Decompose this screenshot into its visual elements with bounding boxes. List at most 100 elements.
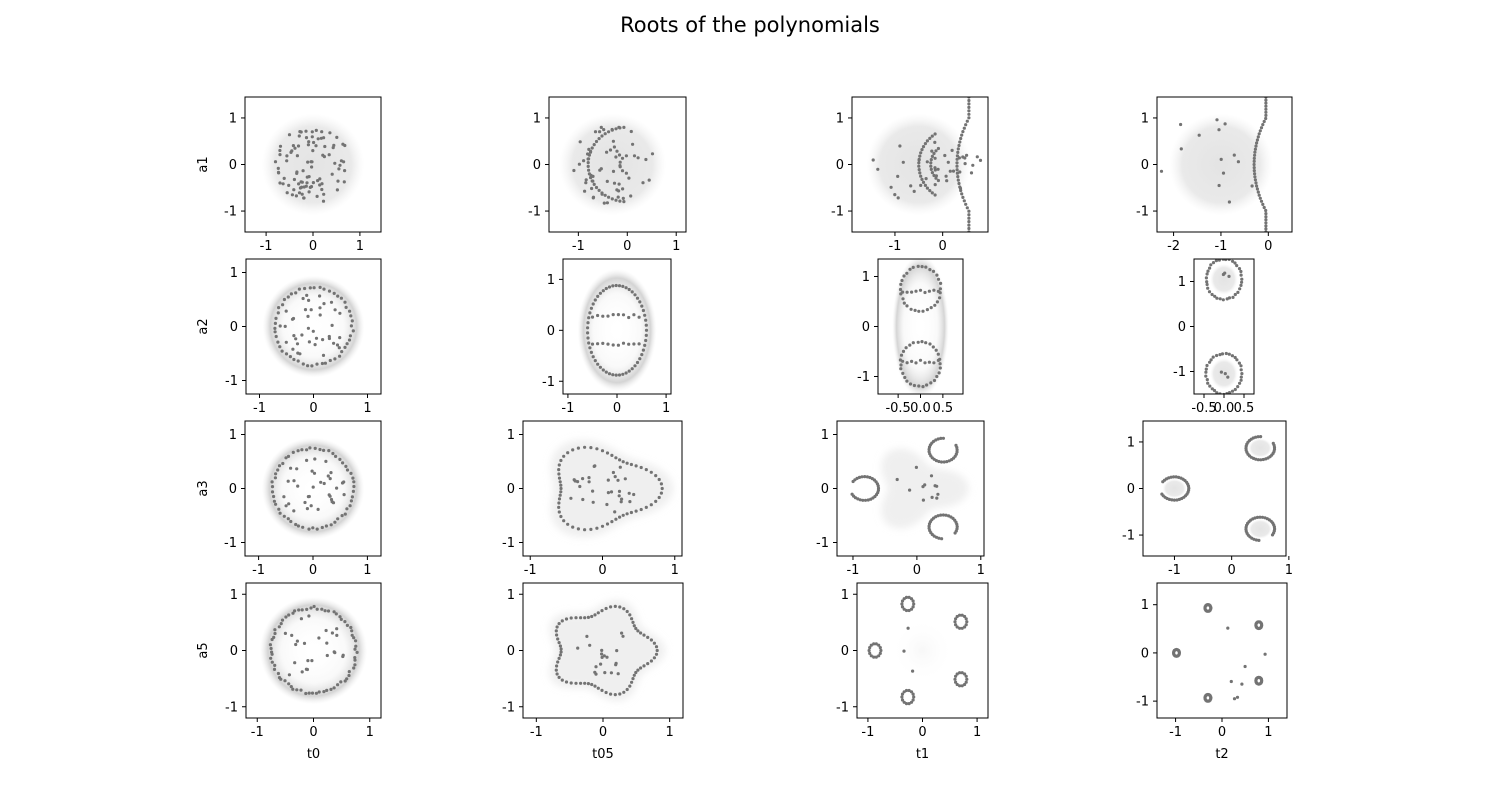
x-tick-label: 1 [671, 563, 679, 578]
root-point [920, 265, 924, 269]
root-point [607, 130, 611, 134]
root-point [872, 655, 876, 659]
root-point [564, 680, 569, 684]
root-point [278, 148, 282, 153]
root-point [936, 289, 941, 293]
root-point [586, 326, 590, 330]
subplot-2: -1 0 1 -1 0 1 [528, 96, 687, 254]
root-point [300, 333, 304, 337]
root-point [331, 501, 336, 505]
root-point [583, 189, 587, 193]
root-point [556, 660, 560, 664]
root-point [923, 361, 927, 365]
density-cloud [1248, 519, 1273, 539]
root-point [1239, 364, 1243, 368]
root-point [1239, 283, 1243, 287]
root-point [921, 498, 926, 502]
root-point [1205, 272, 1209, 276]
x-tick-label: -1 [251, 725, 264, 740]
root-point [336, 517, 340, 521]
root-point [352, 484, 356, 489]
root-point [639, 631, 643, 635]
root-point [600, 524, 605, 528]
root-point [618, 199, 622, 203]
root-point [1211, 261, 1216, 265]
root-point [307, 614, 311, 618]
root-point [282, 495, 286, 499]
root-point [928, 136, 932, 140]
root-point [924, 341, 928, 345]
root-point [629, 510, 634, 515]
root-point [1256, 435, 1260, 439]
root-point [918, 154, 922, 158]
root-point [611, 139, 616, 143]
root-point [349, 499, 353, 503]
root-point [311, 149, 315, 153]
root-point [963, 682, 967, 687]
root-point [300, 185, 304, 189]
root-point [654, 652, 659, 656]
root-point [625, 687, 629, 692]
root-point [1161, 480, 1165, 484]
root-point [900, 602, 904, 606]
x-tick-label: 1 [662, 401, 670, 416]
root-point [614, 663, 618, 667]
root-point [1238, 287, 1242, 291]
root-point [303, 308, 308, 312]
root-point [920, 340, 924, 344]
root-point [1223, 122, 1227, 126]
x-tick-label: 0.5 [933, 401, 954, 416]
root-point [282, 514, 286, 518]
root-point [1179, 147, 1183, 151]
column-label: t2 [1215, 747, 1228, 762]
root-point [283, 631, 287, 636]
root-point [320, 607, 324, 611]
root-point [1229, 679, 1233, 684]
root-point [586, 331, 590, 335]
root-point [606, 314, 610, 318]
root-point [291, 144, 295, 148]
root-point [1210, 292, 1214, 297]
root-point [292, 509, 296, 513]
root-point [1169, 475, 1173, 479]
root-point [287, 673, 291, 677]
root-point [920, 177, 924, 181]
root-point [299, 617, 303, 621]
plot-area [850, 436, 969, 541]
root-point [625, 609, 629, 614]
x-tick-label: 1 [356, 239, 364, 254]
root-point [324, 459, 328, 463]
root-point [1254, 538, 1258, 542]
root-point [657, 477, 661, 482]
root-point [630, 367, 634, 371]
root-point [320, 361, 324, 366]
root-point [1174, 475, 1178, 479]
root-point [341, 142, 345, 146]
root-point [276, 166, 280, 170]
root-point [965, 119, 969, 123]
root-point [578, 140, 582, 144]
root-point [936, 277, 941, 281]
root-point [277, 306, 281, 310]
root-point [905, 271, 909, 275]
root-point [293, 609, 297, 613]
root-point [332, 610, 336, 614]
root-point [345, 342, 349, 346]
root-point [934, 174, 939, 178]
y-tick-label: 0 [821, 482, 829, 497]
root-point [1208, 384, 1212, 388]
root-point [899, 282, 903, 286]
root-point [911, 265, 915, 269]
root-point [955, 672, 959, 676]
root-point [604, 370, 608, 374]
x-tick-label: -1 [861, 725, 874, 740]
root-point [621, 187, 625, 191]
root-point [320, 130, 324, 134]
root-point [564, 617, 569, 621]
root-point [614, 517, 618, 521]
root-point [1237, 361, 1241, 365]
root-point [304, 129, 308, 133]
root-point [866, 498, 870, 502]
root-point [1263, 652, 1267, 656]
